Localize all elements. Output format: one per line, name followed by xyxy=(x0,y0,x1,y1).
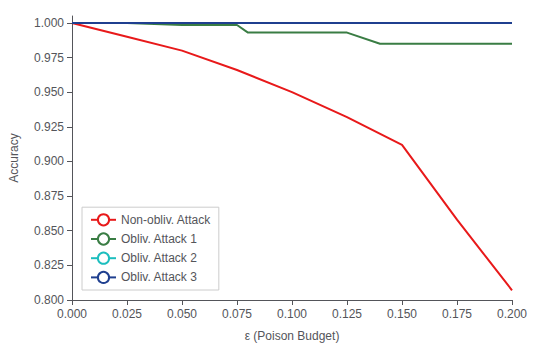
svg-text:0.025: 0.025 xyxy=(112,307,142,321)
svg-text:0.975: 0.975 xyxy=(34,51,64,65)
svg-text:Obliv. Attack 1: Obliv. Attack 1 xyxy=(121,232,197,246)
svg-text:0.875: 0.875 xyxy=(34,189,64,203)
svg-text:Obliv. Attack 3: Obliv. Attack 3 xyxy=(121,270,197,284)
svg-text:0.150: 0.150 xyxy=(387,307,417,321)
svg-text:Accuracy: Accuracy xyxy=(7,133,21,182)
svg-text:ε (Poison Budget): ε (Poison Budget) xyxy=(245,329,340,343)
svg-text:0.200: 0.200 xyxy=(497,307,527,321)
svg-text:0.950: 0.950 xyxy=(34,85,64,99)
svg-text:0.900: 0.900 xyxy=(34,154,64,168)
svg-text:0.925: 0.925 xyxy=(34,120,64,134)
svg-text:0.100: 0.100 xyxy=(277,307,307,321)
svg-text:0.825: 0.825 xyxy=(34,258,64,272)
svg-text:0.075: 0.075 xyxy=(222,307,252,321)
svg-text:0.125: 0.125 xyxy=(332,307,362,321)
svg-text:0.850: 0.850 xyxy=(34,224,64,238)
svg-text:Non-obliv. Attack: Non-obliv. Attack xyxy=(121,213,211,227)
svg-text:0.800: 0.800 xyxy=(34,293,64,307)
svg-text:0.050: 0.050 xyxy=(167,307,197,321)
svg-text:0.175: 0.175 xyxy=(442,307,472,321)
svg-text:0.000: 0.000 xyxy=(57,307,87,321)
svg-text:1.000: 1.000 xyxy=(34,16,64,30)
svg-text:Obliv. Attack 2: Obliv. Attack 2 xyxy=(121,251,197,265)
